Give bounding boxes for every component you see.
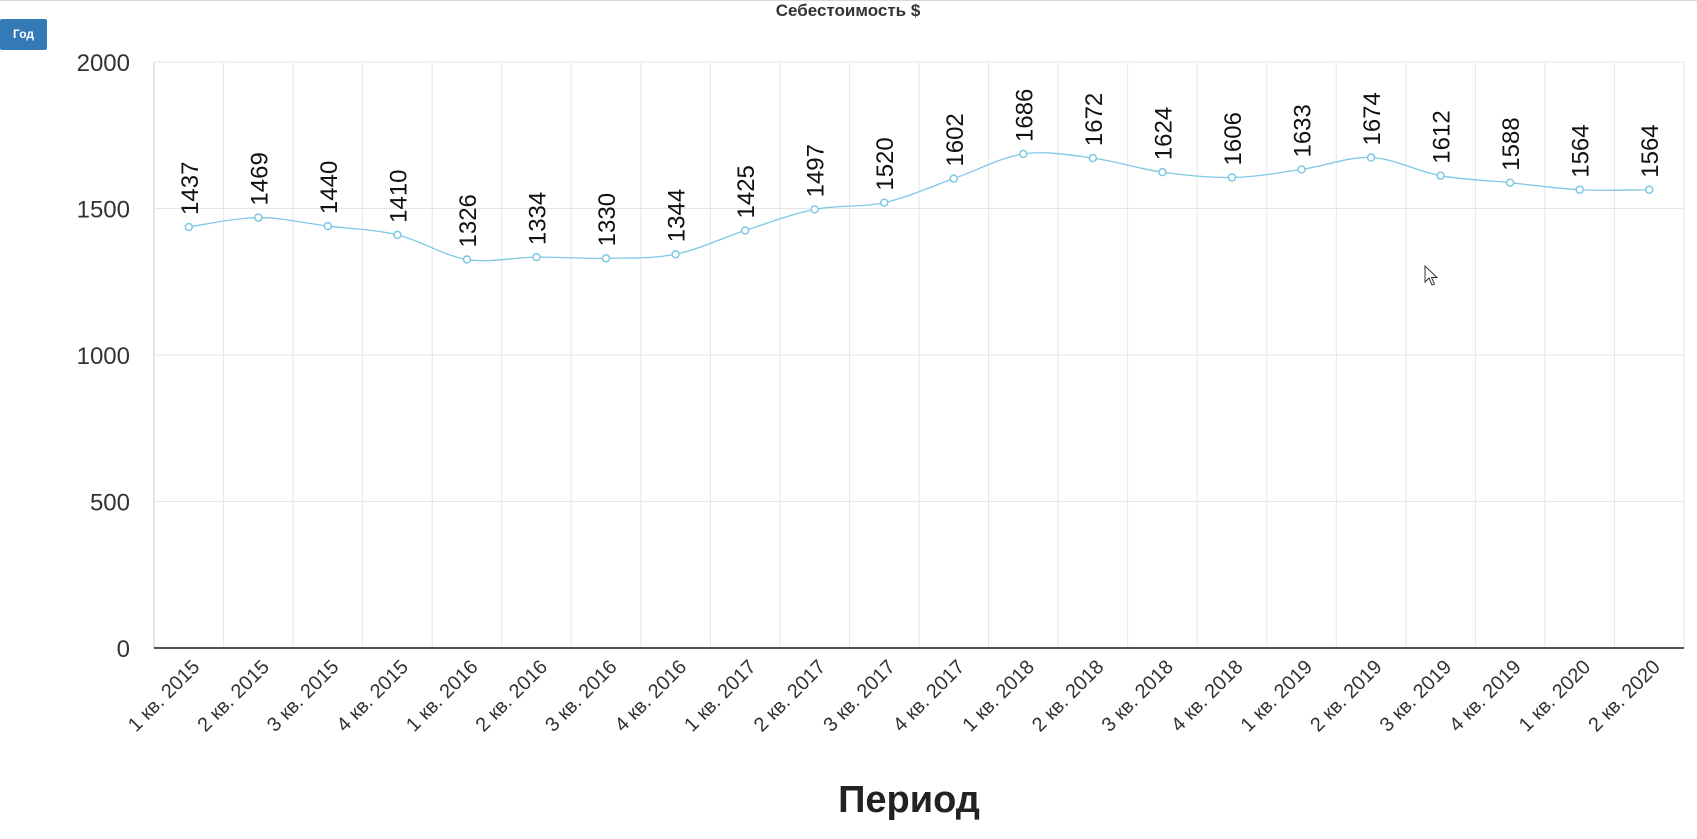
data-label: 1344	[664, 189, 691, 242]
data-point	[1088, 153, 1098, 163]
data-label: 1326	[455, 194, 482, 247]
x-tick-label: 2 кв. 2018	[1028, 656, 1108, 736]
x-axis-title: Период	[838, 779, 980, 821]
y-axis: 0 500 1000 1500 2000	[77, 50, 155, 663]
x-tick-label: 4 кв. 2019	[1445, 656, 1525, 736]
x-tick-label: 3 кв. 2018	[1098, 656, 1178, 736]
series-line	[188, 152, 1650, 262]
data-label: 1606	[1220, 112, 1247, 165]
x-tick-label: 3 кв. 2017	[819, 656, 899, 736]
x-tick-label: 3 кв. 2016	[541, 656, 621, 736]
data-point	[1297, 165, 1306, 174]
data-label: 1564	[1637, 124, 1664, 177]
mouse-pointer-icon	[1424, 265, 1438, 286]
data-point	[254, 213, 263, 222]
data-label: 1672	[1081, 93, 1108, 146]
data-point	[323, 221, 333, 231]
data-point	[1227, 173, 1237, 182]
data-label: 1440	[316, 161, 343, 214]
chart-title: Себестоимость $	[776, 1, 921, 20]
data-point	[879, 198, 889, 207]
data-point	[740, 226, 750, 235]
x-tick-label: 1 кв. 2017	[680, 656, 760, 736]
data-label: 1624	[1150, 107, 1177, 160]
data-label: 1612	[1429, 110, 1456, 163]
y-tick-label: 0	[117, 636, 130, 663]
data-label: 1686	[1011, 89, 1038, 142]
data-label: 1633	[1290, 104, 1317, 157]
data-label: 1602	[942, 113, 969, 166]
y-tick-label: 1500	[77, 197, 130, 224]
data-point	[1575, 185, 1584, 194]
data-label: 1330	[594, 193, 621, 246]
data-label: 1469	[246, 152, 273, 205]
data-label: 1497	[803, 144, 830, 197]
y-tick-label: 500	[90, 490, 130, 517]
x-tick-label: 3 кв. 2015	[263, 656, 343, 736]
top-divider	[0, 0, 1697, 1]
data-points	[184, 149, 1654, 264]
x-tick-label: 1 кв. 2015	[124, 656, 204, 736]
data-point	[810, 205, 819, 214]
data-point	[1505, 178, 1515, 187]
year-period-button[interactable]: Год	[0, 19, 47, 50]
data-label: 1437	[177, 162, 204, 215]
x-tick-label: 1 кв. 2018	[958, 656, 1038, 736]
data-label: 1425	[733, 165, 760, 218]
y-tick-label: 1000	[77, 343, 130, 370]
x-tick-label: 2 кв. 2019	[1306, 656, 1386, 736]
data-point	[1019, 149, 1028, 159]
data-point	[601, 254, 611, 263]
x-tick-label: 2 кв. 2015	[193, 656, 273, 736]
data-label: 1410	[385, 169, 412, 222]
data-point	[462, 255, 472, 264]
data-label: 1334	[525, 192, 552, 245]
data-point	[1436, 171, 1445, 180]
data-point	[1158, 167, 1167, 177]
data-label: 1520	[872, 137, 899, 190]
x-tick-label: 3 кв. 2019	[1376, 656, 1456, 736]
x-tick-label: 4 кв. 2018	[1167, 656, 1247, 736]
data-label: 1674	[1359, 92, 1386, 145]
x-tick-label: 2 кв. 2016	[472, 656, 552, 736]
x-tick-label: 1 кв. 2019	[1237, 656, 1317, 736]
data-label: 1564	[1568, 124, 1595, 177]
data-point	[532, 252, 541, 262]
data-labels: 1437 1469 1440 1410 1326 1334 1330 1344 1425 1497…	[177, 89, 1664, 248]
x-tick-label: 1 кв. 2016	[402, 656, 482, 736]
x-tick-label: 4 кв. 2017	[889, 656, 969, 736]
data-point	[1366, 153, 1376, 162]
x-tick-label: 4 кв. 2015	[333, 656, 413, 736]
data-label: 1588	[1498, 117, 1525, 170]
data-point	[949, 174, 959, 183]
x-tick-label: 4 кв. 2016	[611, 656, 691, 736]
x-tick-label: 2 кв. 2017	[750, 656, 830, 736]
x-tick-label: 2 кв. 2020	[1584, 656, 1664, 736]
y-tick-label: 2000	[77, 50, 130, 77]
data-point	[184, 222, 194, 232]
data-point	[671, 249, 680, 259]
x-tick-label: 1 кв. 2020	[1515, 656, 1595, 736]
data-point	[1644, 185, 1654, 194]
data-point	[393, 230, 402, 240]
